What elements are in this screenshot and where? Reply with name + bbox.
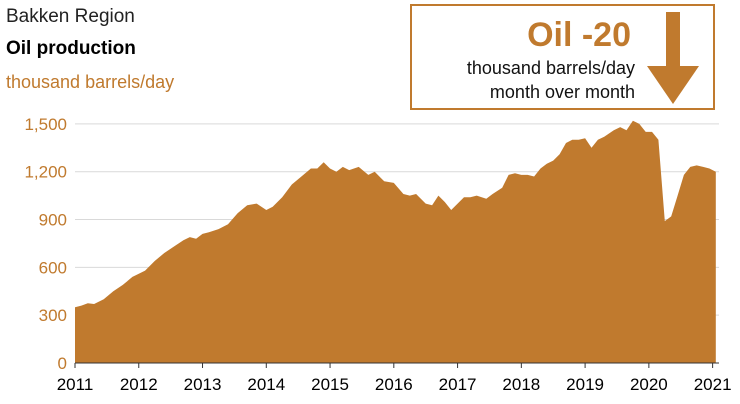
down-arrow-icon [647, 12, 699, 104]
x-tick-label: 2011 [57, 375, 94, 394]
chart-title: Oil production [6, 38, 136, 59]
unit-label: thousand barrels/day [6, 72, 175, 92]
x-tick-label: 2021 [694, 375, 732, 394]
y-tick-label: 900 [39, 211, 67, 230]
x-tick-label: 2017 [439, 375, 477, 394]
x-tick-label: 2014 [247, 375, 285, 394]
production-area [75, 120, 716, 363]
x-tick-label: 2013 [184, 375, 222, 394]
y-tick-label: 1,500 [24, 115, 67, 134]
y-tick-label: 300 [39, 306, 67, 325]
x-tick-label: 2020 [630, 375, 668, 394]
x-tick-label: 2016 [375, 375, 413, 394]
region-label: Bakken Region [6, 6, 135, 27]
x-tick-label: 2018 [502, 375, 540, 394]
x-tick-label: 2019 [566, 375, 604, 394]
x-tick-label: 2012 [120, 375, 158, 394]
y-tick-label: 600 [39, 258, 67, 277]
callout-headline: Oil -20 [527, 16, 631, 54]
x-tick-label: 2015 [311, 375, 349, 394]
callout-unit-line: thousand barrels/day [466, 58, 635, 78]
callout-period-line: month over month [489, 82, 635, 102]
y-tick-label: 1,200 [24, 163, 67, 182]
y-tick-label: 0 [58, 354, 67, 373]
change-callout: Oil -20 thousand barrels/day month over … [410, 4, 715, 110]
